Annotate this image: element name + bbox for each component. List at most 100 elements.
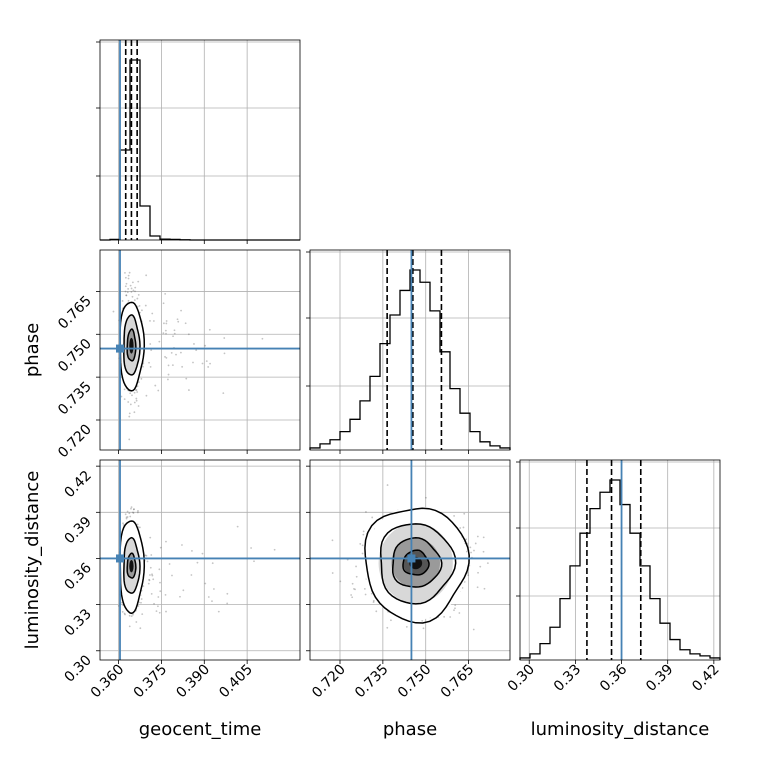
- sample-point: [204, 582, 207, 585]
- sample-point: [135, 389, 138, 391]
- sample-point: [453, 609, 455, 612]
- sample-point: [150, 349, 153, 352]
- sample-point: [151, 312, 154, 315]
- sample-point: [331, 539, 334, 542]
- panel-frame: [309, 249, 511, 451]
- sample-point: [187, 333, 190, 336]
- sample-point: [180, 309, 182, 312]
- sample-point: [177, 320, 180, 323]
- sample-point: [149, 574, 151, 576]
- sample-point: [165, 332, 167, 335]
- histogram-luminosity_distance: [519, 479, 721, 660]
- sample-point: [132, 613, 134, 616]
- sample-point: [137, 280, 140, 283]
- x-axis-label-geocent-time: geocent_time: [139, 719, 262, 740]
- sample-point: [465, 538, 468, 541]
- sample-point: [459, 527, 462, 529]
- sample-point: [142, 585, 145, 588]
- contour-line: [379, 523, 457, 605]
- sample-point: [363, 587, 366, 590]
- sample-point: [449, 616, 452, 618]
- sample-point: [250, 547, 253, 549]
- sample-point: [122, 524, 125, 526]
- sample-point: [458, 612, 461, 614]
- sample-point: [362, 533, 365, 536]
- sample-point: [164, 593, 167, 596]
- sample-point: [133, 299, 136, 301]
- sample-point: [125, 294, 128, 297]
- sample-point: [474, 542, 477, 545]
- sample-point: [141, 309, 143, 312]
- sample-point: [165, 610, 167, 613]
- sample-point: [140, 598, 143, 600]
- sample-point: [126, 291, 129, 294]
- y-tick-label: 0.720: [55, 422, 95, 462]
- sample-point: [211, 562, 214, 565]
- sample-point: [145, 554, 148, 557]
- sample-point: [149, 365, 152, 368]
- sample-point: [140, 377, 143, 380]
- sample-point: [127, 401, 130, 403]
- sample-point: [159, 546, 162, 549]
- sample-point: [125, 282, 128, 285]
- contour-layer: [119, 301, 470, 624]
- y-tick-label: 0.36: [61, 560, 94, 593]
- histogram-geocent_time: [100, 59, 300, 241]
- contour-line: [402, 549, 430, 576]
- sample-point: [170, 351, 173, 354]
- sample-point: [153, 602, 155, 605]
- sample-point: [145, 394, 148, 397]
- sample-point: [192, 361, 194, 364]
- sample-point: [158, 611, 161, 614]
- x-tick-label: 0.30: [505, 662, 538, 695]
- sample-point: [150, 592, 153, 595]
- sample-point: [165, 540, 167, 543]
- sample-point: [131, 295, 134, 298]
- sample-point: [167, 378, 169, 381]
- sample-point: [390, 619, 392, 622]
- sample-point: [359, 543, 362, 545]
- sample-point: [223, 352, 226, 355]
- sample-point: [253, 560, 255, 563]
- sample-point: [164, 329, 167, 332]
- y-tick-label: 0.42: [61, 468, 94, 501]
- sample-point: [184, 322, 187, 325]
- sample-point: [482, 536, 485, 539]
- sample-point: [176, 318, 179, 321]
- sample-point: [355, 565, 357, 568]
- sample-point: [127, 288, 130, 290]
- sample-point: [157, 596, 160, 598]
- sample-point: [128, 415, 131, 418]
- sample-point: [121, 300, 124, 302]
- sample-point: [140, 601, 142, 604]
- sample-point: [142, 365, 144, 368]
- sample-point: [185, 377, 188, 380]
- sample-point: [209, 362, 211, 365]
- sample-point: [125, 516, 128, 519]
- sample-point: [355, 575, 358, 578]
- sample-point: [135, 397, 138, 400]
- sample-point: [217, 610, 220, 613]
- sample-point: [139, 627, 142, 630]
- y-tick-label: 0.39: [61, 514, 94, 547]
- sample-point: [137, 510, 139, 512]
- sample-point: [126, 516, 129, 518]
- sample-point: [165, 356, 168, 359]
- sample-point: [372, 599, 375, 602]
- sample-point: [135, 399, 138, 402]
- sample-point: [128, 271, 131, 274]
- y-tick-label: 0.735: [55, 379, 95, 419]
- sample-point: [148, 579, 151, 582]
- x-tick-label: 0.36: [597, 661, 630, 694]
- sample-point: [179, 595, 181, 598]
- sample-point: [133, 401, 136, 404]
- sample-point: [127, 299, 130, 302]
- sample-point: [129, 515, 132, 518]
- sample-point: [196, 561, 199, 564]
- sample-point: [168, 563, 171, 565]
- sample-point: [191, 550, 193, 552]
- sample-point: [222, 392, 225, 395]
- sample-point: [132, 289, 135, 292]
- sample-point: [361, 544, 364, 547]
- x-tick-label: 0.720: [309, 662, 349, 702]
